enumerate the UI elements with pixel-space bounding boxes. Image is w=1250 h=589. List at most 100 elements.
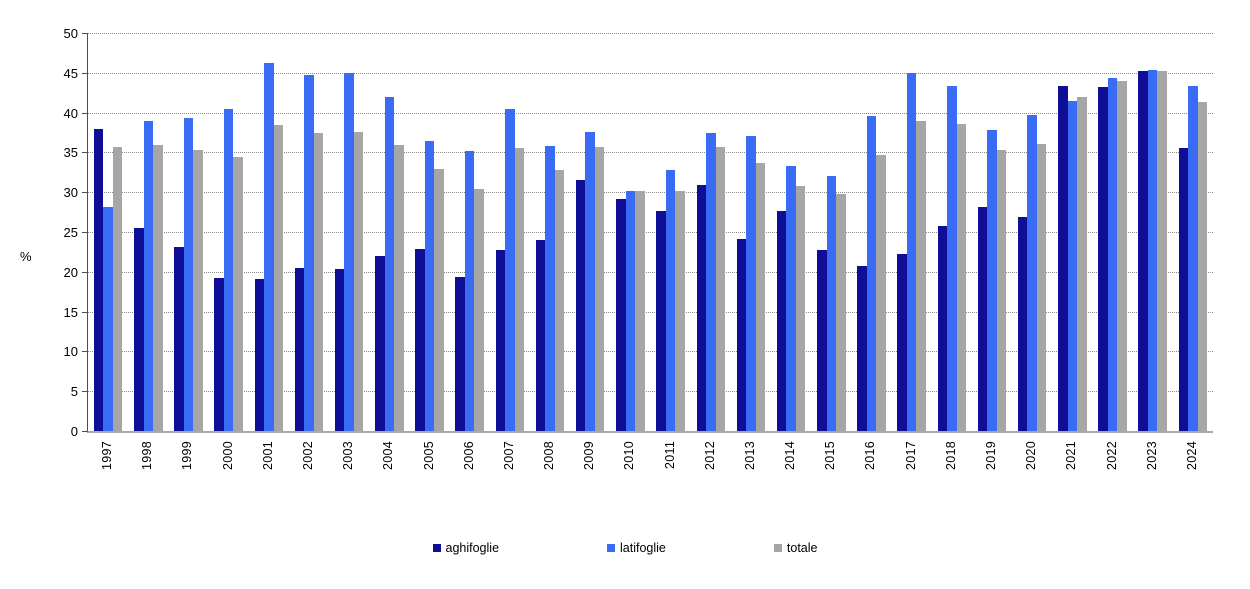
bar-aghifoglie-2022 (1098, 87, 1108, 431)
bar-totale-2007 (514, 147, 525, 431)
legend-label-aghifoglie: aghifoglie (445, 541, 500, 555)
bar-aghifoglie-1997 (93, 128, 104, 431)
y-tick-mark (82, 112, 87, 114)
x-tick-label-2006: 2006 (461, 441, 476, 471)
bar-totale-2003 (353, 131, 364, 431)
legend-item-latifoglie: latifoglie (607, 541, 666, 555)
bar-totale-2012 (715, 146, 725, 431)
y-tick-mark (82, 391, 87, 393)
bar-group-2008 (530, 33, 570, 431)
bar-totale-2016 (876, 154, 886, 431)
bar-latifoglie-2019 (987, 130, 997, 431)
bar-aghifoglie-2007 (495, 250, 506, 431)
bar-latifoglie-2000 (223, 108, 234, 431)
bar-latifoglie-2023 (1147, 70, 1158, 431)
x-tick-label-2017: 2017 (903, 441, 918, 471)
x-tick-label-2005: 2005 (421, 441, 436, 471)
bar-latifoglie-2018 (947, 85, 957, 431)
bar-totale-1999 (193, 150, 203, 431)
y-tick-label-35: 35 (63, 145, 78, 161)
bar-group-2009 (570, 33, 610, 431)
gridline-25 (88, 232, 1213, 233)
legend-marker-totale (773, 544, 782, 552)
legend-item-aghifoglie: aghifoglie (432, 541, 500, 555)
bar-latifoglie-2004 (384, 96, 395, 431)
bar-group-2022 (1092, 33, 1132, 431)
bar-latifoglie-1997 (103, 207, 113, 431)
bar-aghifoglie-2023 (1138, 71, 1148, 431)
y-tick-label-5: 5 (70, 384, 78, 400)
bar-group-2014 (771, 33, 811, 431)
bar-group-2021 (1052, 33, 1092, 431)
bar-group-2019 (972, 33, 1012, 431)
y-tick-mark (82, 33, 87, 34)
legend: aghifoglie latifoglie totale (0, 539, 1250, 557)
bar-aghifoglie-2016 (857, 266, 867, 431)
x-tick-label-2007: 2007 (501, 441, 516, 471)
bar-totale-2002 (313, 133, 324, 431)
y-tick-label-25: 25 (63, 225, 78, 240)
legend-label-latifoglie: latifoglie (620, 541, 666, 555)
bar-group-2007 (490, 33, 530, 431)
y-tick-label-45: 45 (63, 65, 78, 81)
bar-latifoglie-2007 (505, 109, 515, 431)
bar-latifoglie-2008 (545, 146, 555, 431)
bar-latifoglie-2014 (786, 165, 796, 431)
bar-group-2023 (1133, 33, 1173, 431)
bar-totale-1998 (153, 145, 163, 431)
gridline-10 (88, 351, 1213, 353)
gridline-50 (88, 33, 1213, 34)
bar-totale-2009 (594, 146, 605, 431)
bar-totale-2011 (675, 190, 685, 431)
bar-totale-2005 (434, 169, 444, 431)
bar-group-2013 (731, 33, 771, 431)
x-tick-label-2004: 2004 (381, 441, 396, 471)
bar-group-2024 (1173, 33, 1213, 431)
bar-aghifoglie-2021 (1058, 86, 1068, 431)
x-tick-label-2016: 2016 (863, 441, 878, 471)
bar-group-2010 (610, 33, 650, 431)
bar-group-1999 (168, 33, 208, 431)
x-tick-label-2015: 2015 (823, 441, 838, 471)
x-tick-label-2018: 2018 (943, 441, 958, 471)
x-tick-label-2020: 2020 (1024, 441, 1039, 471)
bar-aghifoglie-2020 (1017, 216, 1028, 431)
bar-group-2004 (369, 33, 409, 431)
y-tick-mark (82, 232, 87, 233)
bar-aghifoglie-2003 (334, 268, 345, 431)
bar-totale-2018 (956, 123, 967, 431)
bar-latifoglie-1999 (183, 118, 194, 431)
bar-latifoglie-2017 (906, 72, 917, 431)
bar-totale-1997 (112, 146, 123, 431)
x-tick-label-2003: 2003 (341, 441, 356, 471)
y-tick-mark (82, 271, 87, 273)
bar-latifoglie-2020 (1027, 115, 1037, 431)
gridline-40 (88, 112, 1213, 114)
bar-latifoglie-2016 (866, 115, 877, 431)
bar-group-2011 (651, 33, 691, 431)
bar-totale-2022 (1117, 80, 1127, 431)
bar-totale-2013 (755, 162, 766, 431)
bar-group-2015 (811, 33, 851, 431)
gridline-35 (88, 152, 1213, 154)
bar-totale-2008 (554, 169, 565, 431)
bar-totale-2017 (916, 121, 926, 431)
bar-totale-2001 (273, 124, 284, 431)
bar-group-2003 (329, 33, 369, 431)
bar-latifoglie-2015 (826, 175, 837, 431)
y-tick-label-40: 40 (63, 105, 78, 121)
bar-aghifoglie-2011 (656, 210, 666, 431)
legend-marker-aghifoglie (432, 544, 441, 552)
bar-totale-2004 (394, 145, 404, 431)
bar-aghifoglie-2015 (817, 250, 827, 431)
y-tick-mark (82, 351, 87, 353)
x-tick-label-2021: 2021 (1064, 441, 1079, 471)
bar-latifoglie-2024 (1188, 86, 1198, 431)
bar-aghifoglie-2008 (535, 240, 546, 431)
bar-latifoglie-2006 (464, 150, 475, 431)
y-tick-label-10: 10 (63, 344, 78, 360)
y-tick-mark (82, 311, 87, 313)
gridline-20 (88, 271, 1213, 273)
bar-aghifoglie-2000 (214, 278, 224, 431)
